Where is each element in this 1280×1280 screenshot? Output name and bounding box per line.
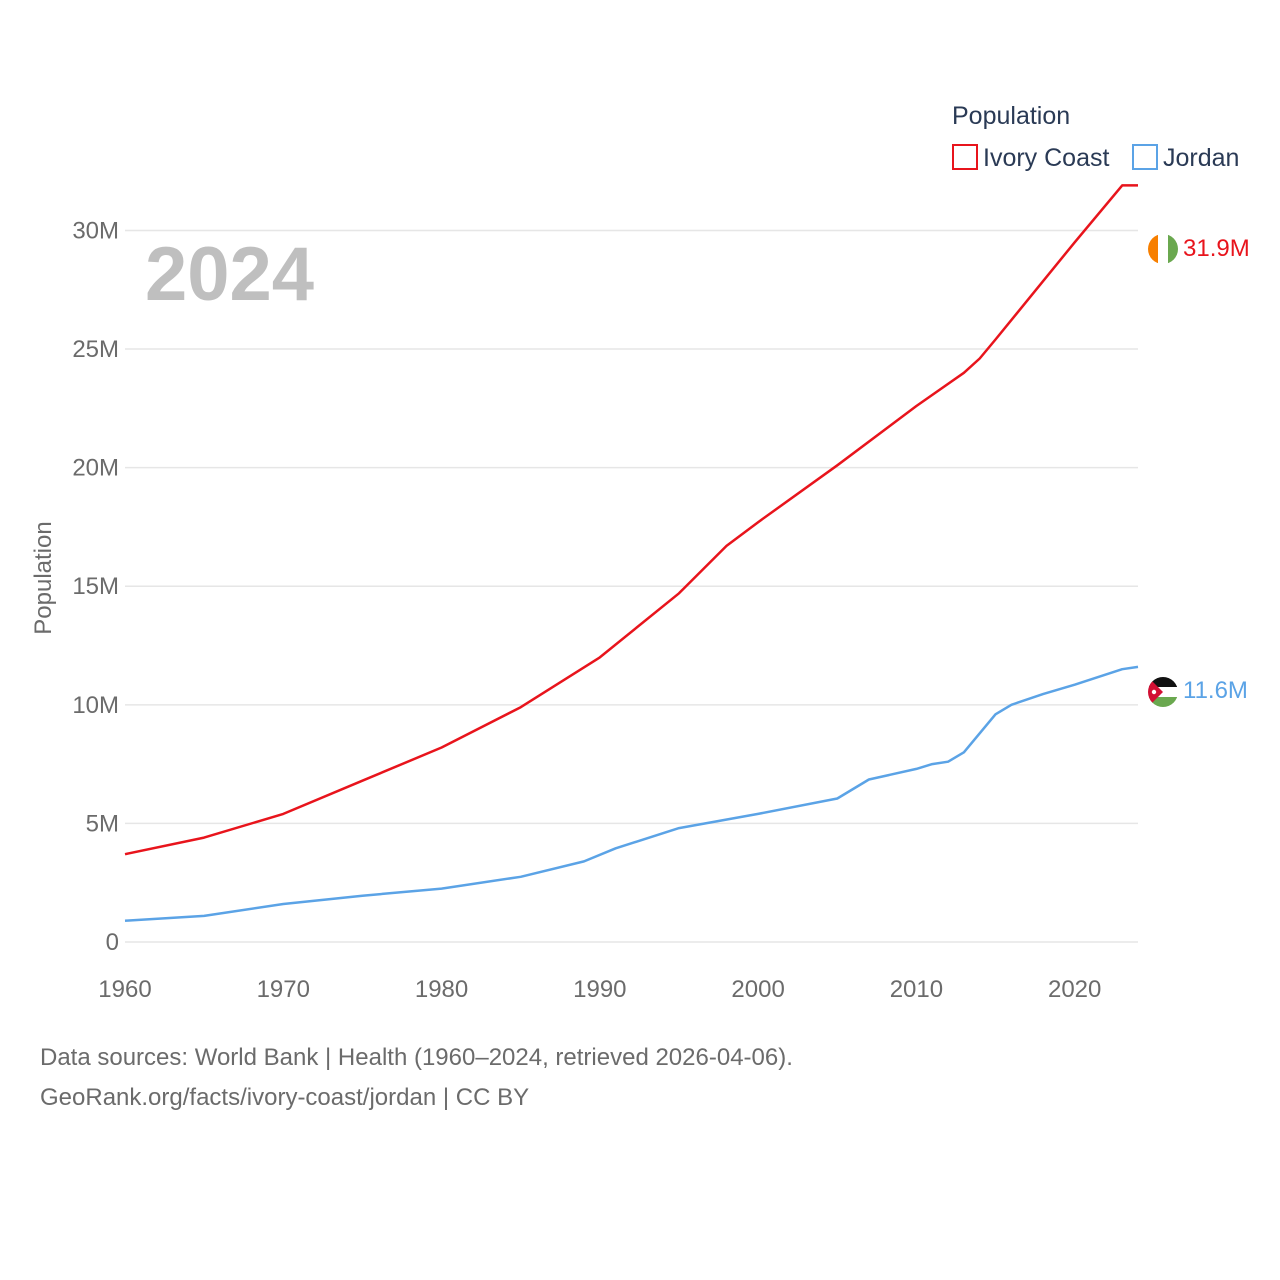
grid [125,229,1138,943]
y-tick-label: 25M [72,336,119,363]
legend-swatch-jordan [1132,144,1158,170]
y-axis-title: Population [30,521,57,634]
legend-swatch-ivory-coast [952,144,978,170]
ivory-coast-flag-icon [1148,234,1178,264]
y-tick-label: 5M [86,810,119,837]
legend-title: Population [952,102,1070,130]
x-tick-label: 2020 [1048,976,1101,1003]
year-label: 2024 [145,232,314,317]
x-tick-label: 2000 [731,976,784,1003]
legend-item-ivory-coast[interactable]: Ivory Coast [952,144,1109,172]
x-tick-label: 1980 [415,976,468,1003]
jordan-flag-icon [1148,677,1178,707]
y-tick-label: 20M [72,455,119,482]
series [124,184,1139,922]
legend-item-jordan[interactable]: Jordan [1132,144,1239,172]
footer-link[interactable]: GeoRank.org/facts/ivory-coast/jordan | C… [40,1084,530,1111]
series-line-ivory-coast[interactable] [124,184,1138,856]
end-value-label-jordan: 11.6M [1183,677,1248,704]
legend-label-jordan: Jordan [1163,144,1239,172]
x-tick-label: 1970 [257,976,310,1003]
x-tick-label: 1990 [573,976,626,1003]
legend: Population Ivory Coast Jordan [952,102,1239,172]
series-line-jordan[interactable] [124,665,1139,922]
y-tick-label: 30M [72,217,119,244]
x-tick-label: 2010 [890,976,943,1003]
y-axis-ticks: 0 5M 10M 15M 20M 25M 30M [72,217,119,956]
x-tick-label: 1960 [98,976,151,1003]
y-tick-label: 0 [106,929,119,956]
footer-source: Data sources: World Bank | Health (1960–… [40,1044,793,1071]
y-tick-label: 10M [72,692,119,719]
y-tick-label: 15M [72,573,119,600]
end-value-label-ivory-coast: 31.9M [1183,235,1250,262]
legend-label-ivory-coast: Ivory Coast [983,144,1109,172]
x-axis-ticks: 1960 1970 1980 1990 2000 2010 2020 [98,976,1101,1003]
